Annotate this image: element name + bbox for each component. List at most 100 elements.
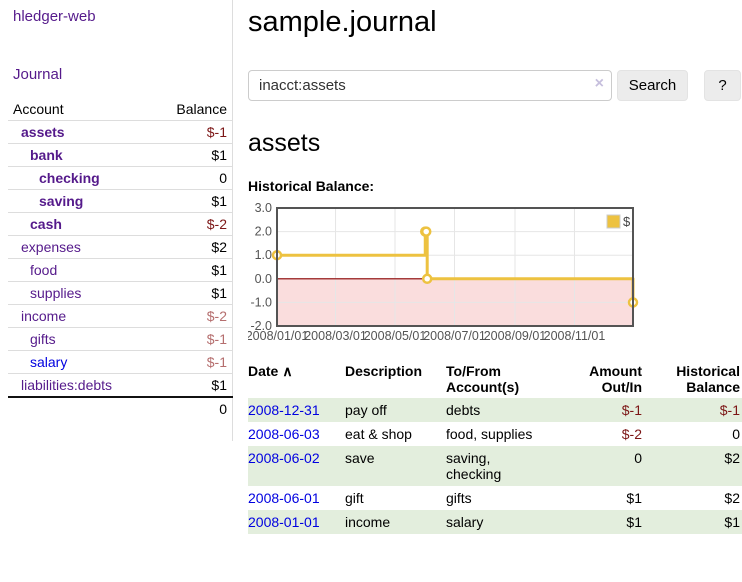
column-header-date[interactable]: Date ∧ [248,363,293,379]
transaction-date-link[interactable]: 2008-06-03 [248,426,320,442]
register-row: 2008-01-01 income salary $1 $1 [248,510,742,534]
account-row: checking 0 [8,166,233,190]
svg-text:2008/05/01: 2008/05/01 [364,329,427,343]
chart-canvas: $3.0 2.0 1.0 0.0 -1.0 -2.02008/01/012008/03/0… [246,201,639,343]
balance-value: $1 [211,262,227,278]
account-row: expenses $2 [8,235,233,259]
svg-text:2008/09/01: 2008/09/01 [484,329,547,343]
register-header-row: Date ∧ Description To/From Account(s) Amo… [248,360,742,398]
account-link-cash[interactable]: cash [30,216,62,232]
search-input[interactable] [248,70,612,101]
svg-text:1.0: 1.0 [255,248,272,262]
account-row: salary $-1 [8,350,233,374]
svg-text:$: $ [623,214,631,229]
balance-value: 0 [219,170,227,186]
clear-search-icon[interactable]: × [594,75,604,92]
transaction-amount: $1 [626,514,642,530]
account-row: supplies $1 [8,281,233,305]
svg-text:2008/03/01: 2008/03/01 [304,329,367,343]
app-title-link[interactable]: hledger-web [13,8,96,25]
total-balance-value: 0 [219,401,227,417]
transaction-balance: $2 [724,490,740,506]
help-button[interactable]: ? [704,70,741,101]
transaction-date-link[interactable]: 2008-06-02 [248,450,320,466]
transaction-date-link[interactable]: 2008-12-31 [248,402,320,418]
transaction-accounts: saving, checking [446,450,502,482]
balance-value: $-2 [206,308,227,324]
transaction-amount: $-2 [621,426,642,442]
balance-value: $-2 [206,216,227,232]
balance-value: $-1 [206,124,227,140]
svg-text:-2.0: -2.0 [250,319,272,333]
transaction-balance: $2 [724,450,740,466]
register-row: 2008-06-01 gift gifts $1 $2 [248,486,742,510]
account-row: liabilities:debts $1 [8,373,233,398]
search-form: × Search ? [248,70,742,101]
svg-text:-1.0: -1.0 [250,295,272,309]
account-link-expenses[interactable]: expenses [21,239,81,255]
svg-text:2008/07/01: 2008/07/01 [423,329,486,343]
balance-value: $1 [211,377,227,393]
account-link-liabilities-debts[interactable]: liabilities:debts [21,377,113,393]
sort-ascending-icon: ∧ [282,363,293,379]
accounts-total-row: 0 [8,397,233,420]
svg-text:3.0: 3.0 [255,202,272,215]
balance-value: $-1 [206,331,227,347]
transaction-accounts: salary [446,514,484,530]
transaction-accounts: gifts [446,490,472,506]
transaction-date-link[interactable]: 2008-06-01 [248,490,320,506]
account-heading: assets [248,129,321,157]
transaction-amount: $-1 [621,402,642,418]
account-link-supplies[interactable]: supplies [30,285,82,301]
sidebar-item-journal[interactable]: Journal [13,66,63,83]
sidebar: hledger-web Journal Account Balance asse… [0,0,233,441]
account-row: assets $-1 [8,120,233,144]
chart-title: Historical Balance: [248,178,375,194]
page-title: sample.journal [248,6,437,38]
transaction-accounts: debts [446,402,481,418]
account-link-bank[interactable]: bank [30,147,63,163]
transaction-balance: $-1 [719,402,740,418]
balance-value: $2 [211,239,227,255]
balance-column-header: Balance [176,101,227,117]
account-link-saving[interactable]: saving [39,193,84,209]
account-link-income[interactable]: income [21,308,67,324]
search-button[interactable]: Search [617,70,688,101]
account-row: saving $1 [8,189,233,213]
main-content: sample.journal × Search ? assets Histori… [233,0,742,534]
transaction-description: pay off [345,402,387,418]
column-header-amount: Amount Out/In [589,363,642,395]
balance-value: $1 [211,193,227,209]
transaction-description: gift [345,490,364,506]
account-row: gifts $-1 [8,327,233,351]
register-row: 2008-12-31 pay off debts $-1 $-1 [248,398,742,422]
account-row: food $1 [8,258,233,282]
account-row: bank $1 [8,143,233,167]
account-link-checking[interactable]: checking [39,170,100,186]
transaction-balance: $1 [724,514,740,530]
column-header-description: Description [345,363,423,379]
column-header-balance: Historical Balance [676,363,740,395]
transaction-amount: $1 [626,490,642,506]
account-link-gifts[interactable]: gifts [30,331,56,347]
balance-value: $-1 [206,354,227,370]
account-link-assets[interactable]: assets [21,124,65,140]
balance-value: $1 [211,285,227,301]
svg-text:2008/01/01: 2008/01/01 [248,329,308,343]
svg-text:2008/11/01: 2008/11/01 [544,329,606,343]
transaction-balance: 0 [732,426,740,442]
transaction-description: eat & shop [345,426,412,442]
account-link-food[interactable]: food [30,262,58,278]
accounts-column-header: Account [13,101,64,117]
transaction-date-link[interactable]: 2008-01-01 [248,514,320,530]
account-link-salary[interactable]: salary [30,354,68,370]
accounts-table: Account Balance assets $-1 bank $1 checkin… [8,98,233,420]
svg-text:0.0: 0.0 [255,272,272,286]
page: hledger-web Journal Account Balance asse… [0,0,742,534]
account-row: income $-2 [8,304,233,328]
column-header-accounts: To/From Account(s) [446,363,520,395]
account-row: cash $-2 [8,212,233,236]
transaction-description: save [345,450,375,466]
transaction-description: income [345,514,391,530]
svg-text:2.0: 2.0 [255,225,272,239]
